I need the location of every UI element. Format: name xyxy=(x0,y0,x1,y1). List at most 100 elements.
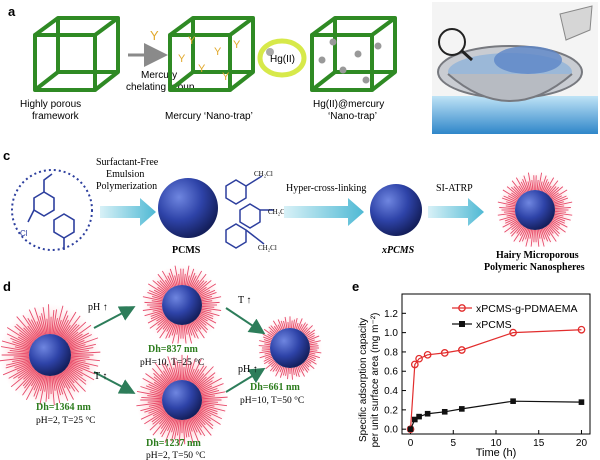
panel-a: a Highly porous framework Y Mercury chel… xyxy=(8,4,397,122)
polymer-hair xyxy=(28,309,42,337)
y-tick-label: 0.6 xyxy=(384,367,398,378)
polymer-hair xyxy=(185,419,190,438)
polymer-hair xyxy=(197,411,211,422)
y-tick-label: 1.2 xyxy=(384,309,398,320)
polymer-hair xyxy=(12,358,30,362)
polymer-hair xyxy=(13,365,33,379)
panel-e-letter: e xyxy=(352,279,359,294)
polymer-hair xyxy=(145,385,164,394)
polymer-hair xyxy=(291,320,293,329)
polymer-hair xyxy=(506,213,516,217)
side-group-label-3: CH₂Cl xyxy=(258,244,277,252)
polymer-hair xyxy=(201,308,212,312)
polymer-hair xyxy=(69,361,90,370)
svg-text:Y: Y xyxy=(214,46,222,58)
hairy-sphere-state-top xyxy=(142,265,222,345)
final-label-line2: Polymeric Nanospheres xyxy=(484,262,585,273)
polymer-hair xyxy=(192,416,206,437)
polymer-hair xyxy=(156,319,169,333)
polymer-hair xyxy=(186,324,193,344)
svg-text:Y: Y xyxy=(188,35,196,47)
chloromethyl-structure-icon xyxy=(225,175,274,249)
polymer-hair xyxy=(199,377,222,391)
polymer-hair xyxy=(503,195,517,203)
polymer-hair xyxy=(140,408,165,420)
polymer-hair xyxy=(59,319,69,337)
polymer-hair xyxy=(294,317,298,329)
arrow-top-to-right xyxy=(225,307,266,335)
step1-label-line1: Highly porous xyxy=(20,99,81,110)
data-point xyxy=(423,350,432,359)
polymer-hair xyxy=(51,310,55,335)
polymer-hair xyxy=(201,310,220,317)
dh-bottom: Dh=1237 nm xyxy=(146,438,202,449)
polymer-hair xyxy=(272,363,279,372)
polymer-hair xyxy=(186,275,190,286)
polymer-hair xyxy=(30,372,40,387)
polymer-hair xyxy=(190,322,199,339)
polymer-hair xyxy=(305,329,316,337)
polymer-hair xyxy=(536,179,539,191)
polymer-hair xyxy=(507,195,518,202)
step1-text-line1: Surfactant-Free xyxy=(96,157,159,168)
polymer-hair xyxy=(264,343,271,346)
polymer-hair xyxy=(263,339,272,343)
polymer-hair xyxy=(195,319,208,333)
polymer-hair xyxy=(200,383,224,394)
polymer-hair xyxy=(187,358,196,382)
polymer-hair xyxy=(22,315,39,338)
captured-hg-icons xyxy=(318,38,382,84)
data-point xyxy=(416,413,422,420)
data-point xyxy=(441,408,448,415)
chelating-groups-icon: YYY YYY xyxy=(178,35,241,83)
polymer-hair xyxy=(149,316,167,329)
polymer-hair xyxy=(545,226,557,242)
polymer-hair xyxy=(8,364,32,379)
polymer-hair xyxy=(167,356,177,382)
polymer-hair xyxy=(267,333,274,338)
polymer-hair xyxy=(12,341,31,349)
y-axis-label-line1: Specific adsorption capacity xyxy=(358,318,369,442)
polymer-hair xyxy=(201,400,219,403)
polymer-hair xyxy=(62,371,80,393)
polymer-hair xyxy=(196,376,207,387)
polymer-hair xyxy=(161,363,173,383)
polymer-hair xyxy=(0,356,30,362)
polymer-hair xyxy=(511,186,521,197)
polymer-hair xyxy=(525,229,531,247)
polymer-hair xyxy=(157,280,168,292)
polymer-hair xyxy=(1,340,30,350)
polymer-hair xyxy=(39,315,46,335)
polymer-hair xyxy=(168,367,176,382)
polymer-hair xyxy=(184,355,189,381)
polymer-hair xyxy=(15,369,36,391)
polymer-hair xyxy=(201,295,213,300)
polymer-hair xyxy=(198,315,208,322)
pcms-label: PCMS xyxy=(172,245,201,256)
polymer-hair xyxy=(66,324,92,344)
polymer-hair xyxy=(510,220,519,226)
polymer-hair xyxy=(545,185,552,194)
polymer-hair xyxy=(502,189,519,200)
polymer-hair xyxy=(56,374,64,395)
magnifier-icon xyxy=(438,28,466,56)
polymer-hair xyxy=(199,385,213,392)
polymer-hair xyxy=(70,358,86,362)
polymer-hair xyxy=(284,316,288,329)
final-label-line1: Hairy Microporous xyxy=(496,250,579,261)
polymer-hair xyxy=(39,375,47,406)
polymer-hair xyxy=(264,352,271,355)
polymer-hair xyxy=(297,366,301,373)
polymer-hair xyxy=(19,332,34,344)
polymer-hair xyxy=(159,280,169,291)
polymer-hair xyxy=(70,360,90,367)
polymer-hair xyxy=(530,229,534,247)
polymer-hair xyxy=(53,375,61,404)
polymer-hair xyxy=(5,360,30,369)
polymer-hair xyxy=(193,366,207,385)
polymer-hair xyxy=(184,419,188,438)
polymer-hair xyxy=(201,402,228,407)
polymer-hair xyxy=(152,280,167,293)
dh-top: Dh=837 nm xyxy=(148,344,199,355)
polymer-hair xyxy=(61,372,76,392)
